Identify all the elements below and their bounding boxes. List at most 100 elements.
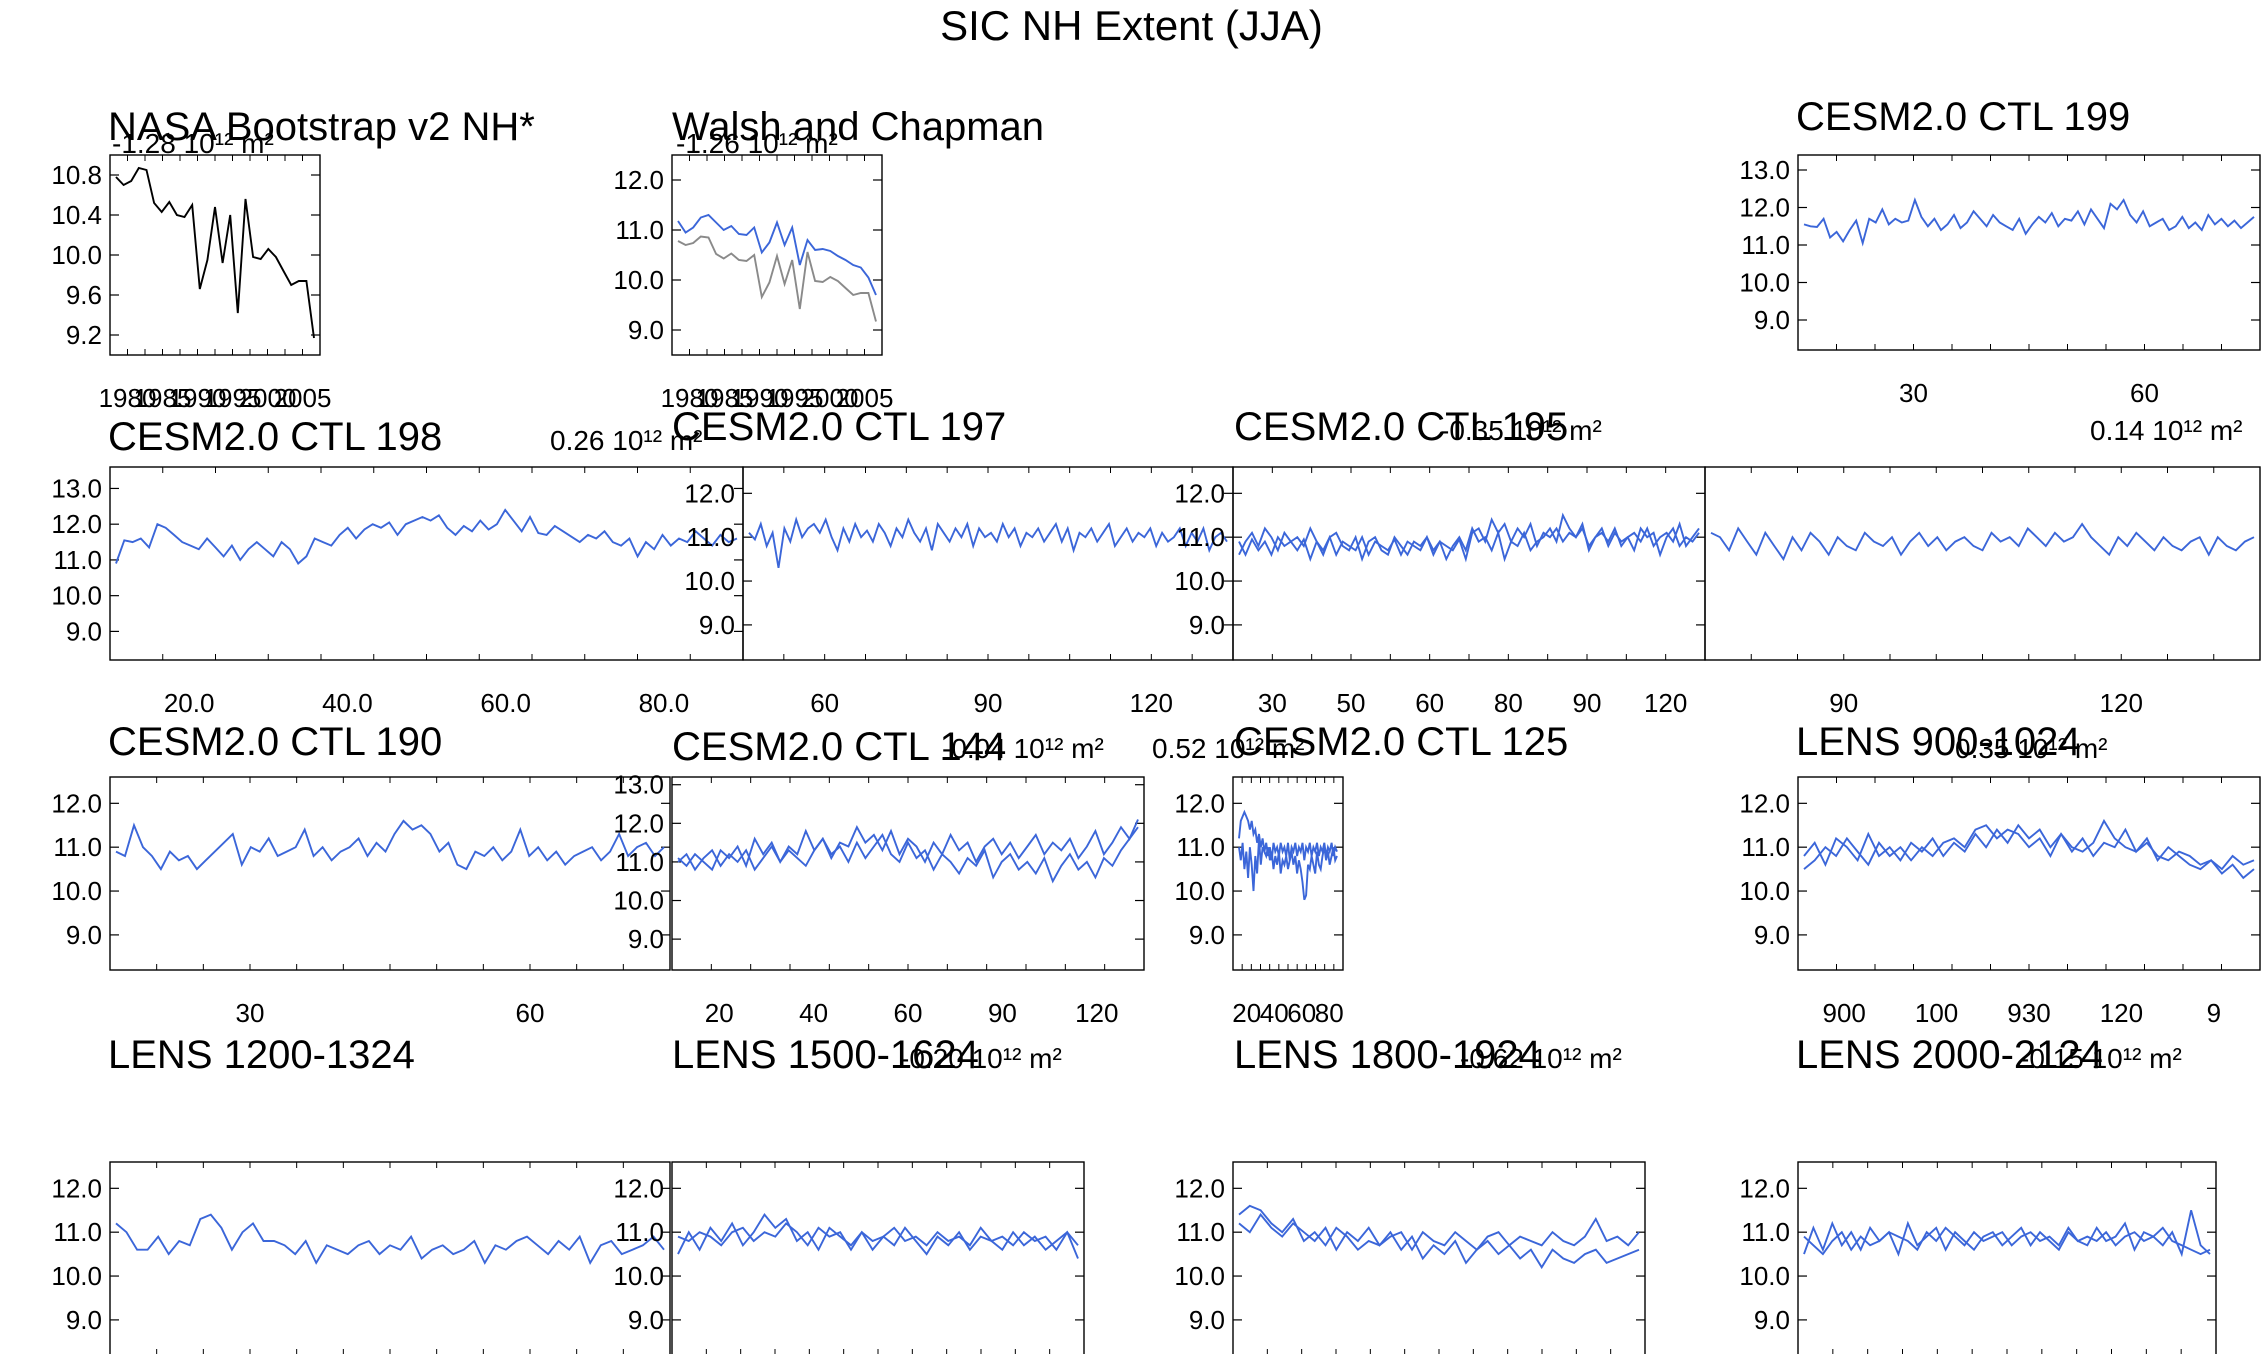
y-tick-label: 11.0 [615,215,664,245]
series-line-1 [1803,823,2255,880]
panel-trend-label: -0.35 10¹² m² [1440,415,1602,446]
panel-11: 12.0 11.0 10.0 9.0 900 100 930 120 9 LENS 900-102… [1739,720,2261,1028]
panel-trend-label: 0.35 10¹² m² [1955,733,2108,764]
y-tick-label: 9.6 [66,280,102,310]
x-tick-label: 40.0 [322,688,373,718]
series-line-2 [677,826,1139,884]
panel-frame [1232,776,1344,971]
y-tick-label: 10.0 [51,1261,102,1291]
series-line-1 [677,819,1139,872]
panel-frame [109,776,671,971]
panel-frame [109,1161,671,1354]
panel-12: 12.011.010.09.012001230126012901320LENS … [51,1033,671,1354]
x-tick-label: 60 [2130,378,2159,408]
y-tick-label: 10.0 [1174,876,1225,906]
y-tick-label: 11.0 [53,1217,102,1247]
y-tick-label: 12.0 [613,1173,664,1203]
y-tick-label: 11.0 [1741,1217,1790,1247]
series-line-2 [677,1222,1079,1252]
panel-frame [1232,1161,1646,1354]
y-tick-label: 12.0 [684,478,735,508]
panel-title: CESM2.0 CTL 198 [108,415,442,459]
x-tick-label: 40 [799,998,828,1028]
y-tick-label: 10.4 [51,200,102,230]
panel-frame [109,466,744,661]
panel-5: 12.0 11.0 10.0 9.0 60 90 120 CESM2.0 CTL 197 [672,405,1234,718]
panel-title: CESM2.0 CTL 190 [108,720,442,764]
x-tick-label: 1980 [99,383,157,413]
series-line-2 [1238,1212,1640,1252]
panel-title: CESM2.0 CTL 125 [1234,720,1568,764]
panel-frame [1797,154,2261,351]
y-tick-label: 12.0 [1739,788,1790,818]
series-line-1 [677,1212,1079,1259]
panel-title: LENS 1800-1924 [1234,1033,1541,1077]
x-tick-label: 9 [2207,998,2221,1028]
panel-14: 12.011.010.09.018001830186018901920LENS … [1174,1033,1646,1354]
y-tick-label: 9.0 [1754,920,1790,950]
panel-9: 13.0 12.0 11.0 10.0 9.0 20 40 60 90 120 CESM2.0 CT… [613,725,1145,1028]
panel-8: 12.0 11.0 10.0 9.0 30 60 CESM2.0 CTL 190 [51,720,671,1028]
x-tick-label: 90 [1573,688,1602,718]
x-tick-label: 120 [1130,688,1173,718]
y-tick-label: 11.0 [1176,522,1225,552]
x-tick-label: 80 [1315,998,1344,1028]
y-tick-label: 9.0 [1189,920,1225,950]
series-line-2 [1238,838,1338,892]
y-tick-label: 12.0 [1739,1173,1790,1203]
y-tick-label: 13.0 [51,473,102,503]
x-tick-label: 60.0 [480,688,531,718]
y-tick-label: 9.0 [628,1305,664,1335]
y-tick-label: 10.0 [1174,566,1225,596]
x-tick-label: 50 [1337,688,1366,718]
panel-1: 10.8 10.4 10.0 9.6 9.2 1980198519901995200020… [51,105,534,413]
panel-trend-label: -0.20 10¹² m² [900,1043,1062,1074]
series-line-1 [115,508,738,565]
y-tick-label: 10.0 [1739,268,1790,298]
x-tick-label: 20 [705,998,734,1028]
series-line-1 [1238,1204,1640,1270]
x-tick-label: 1985 [134,383,192,413]
y-tick-label: 12.0 [613,808,664,838]
series-line-2 [1803,1226,2211,1256]
y-tick-label: 10.0 [613,265,664,295]
x-tick-label: 100 [1915,998,1958,1028]
y-tick-label: 10.0 [51,581,102,611]
x-tick-label: 20 [1232,998,1261,1028]
x-tick-label: 80.0 [639,688,690,718]
series-line-2 [1803,818,2255,871]
panel-7: 90 120 0.14 10¹² m² [1704,415,2261,718]
panel-title: LENS 2000-2124 [1796,1033,2103,1077]
x-tick-label: 20.0 [164,688,215,718]
panel-6: 12.0 11.0 10.0 9.0 30 50 60 80 90 120 CESM2.0 CTL … [1174,405,1706,718]
panel-frame [1797,1161,2217,1354]
panel-title: LENS 1500-1624 [672,1033,979,1077]
x-tick-label: 30 [236,998,265,1028]
panel-4: 13.0 12.0 11.0 10.0 9.0 20.0 40.0 60.0 80.0 CESM2… [51,415,744,718]
figure-title: SIC NH Extent (JJA) [940,2,1323,49]
y-tick-label: 9.0 [628,315,664,345]
panel-frame [109,154,321,356]
x-tick-label: 90 [988,998,1017,1028]
y-tick-label: 11.0 [53,545,102,575]
y-tick-label: 9.0 [1754,1305,1790,1335]
panel-trend-label: 0.52 10¹² m² [1152,733,1305,764]
panel-frame [742,466,1234,661]
x-tick-label: 30 [1899,378,1928,408]
y-tick-label: 11.0 [1176,1217,1225,1247]
x-tick-label: 2005 [274,383,332,413]
y-tick-label: 9.0 [1189,1305,1225,1335]
y-tick-label: 9.0 [66,920,102,950]
y-tick-label: 12.0 [51,509,102,539]
x-tick-label: 90 [1829,688,1858,718]
x-tick-label: 120 [2100,998,2143,1028]
panel-frame [1704,466,2261,661]
panel-title: CESM2.0 CTL 197 [672,405,1006,449]
series-line-1 [115,819,665,871]
series-line-1 [748,516,1228,569]
y-tick-label: 11.0 [686,522,735,552]
panel-trend-label: -0.04 10¹² m² [942,733,1104,764]
y-tick-label: 10.0 [613,886,664,916]
x-tick-label: 60 [1287,998,1316,1028]
